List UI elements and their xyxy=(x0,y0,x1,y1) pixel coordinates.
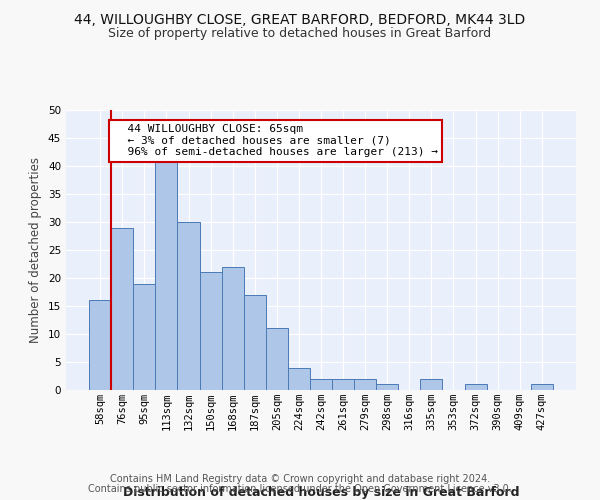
Bar xyxy=(354,379,376,390)
Bar xyxy=(266,328,288,390)
Bar xyxy=(221,267,244,390)
Bar xyxy=(288,368,310,390)
Bar xyxy=(464,384,487,390)
Bar xyxy=(133,284,155,390)
Bar xyxy=(332,379,354,390)
Bar xyxy=(244,295,266,390)
Y-axis label: Number of detached properties: Number of detached properties xyxy=(29,157,43,343)
Bar xyxy=(178,222,200,390)
Text: Contains public sector information licensed under the Open Government Licence v3: Contains public sector information licen… xyxy=(88,484,512,494)
Text: Size of property relative to detached houses in Great Barford: Size of property relative to detached ho… xyxy=(109,28,491,40)
Bar xyxy=(89,300,111,390)
Bar xyxy=(200,272,221,390)
Bar xyxy=(155,160,178,390)
Bar xyxy=(531,384,553,390)
Bar xyxy=(310,379,332,390)
Text: 44, WILLOUGHBY CLOSE, GREAT BARFORD, BEDFORD, MK44 3LD: 44, WILLOUGHBY CLOSE, GREAT BARFORD, BED… xyxy=(74,12,526,26)
Bar xyxy=(111,228,133,390)
Bar xyxy=(376,384,398,390)
Text: Contains HM Land Registry data © Crown copyright and database right 2024.: Contains HM Land Registry data © Crown c… xyxy=(110,474,490,484)
Text: 44 WILLOUGHBY CLOSE: 65sqm
  ← 3% of detached houses are smaller (7)
  96% of se: 44 WILLOUGHBY CLOSE: 65sqm ← 3% of detac… xyxy=(114,124,438,157)
Bar xyxy=(421,379,442,390)
X-axis label: Distribution of detached houses by size in Great Barford: Distribution of detached houses by size … xyxy=(123,486,519,499)
